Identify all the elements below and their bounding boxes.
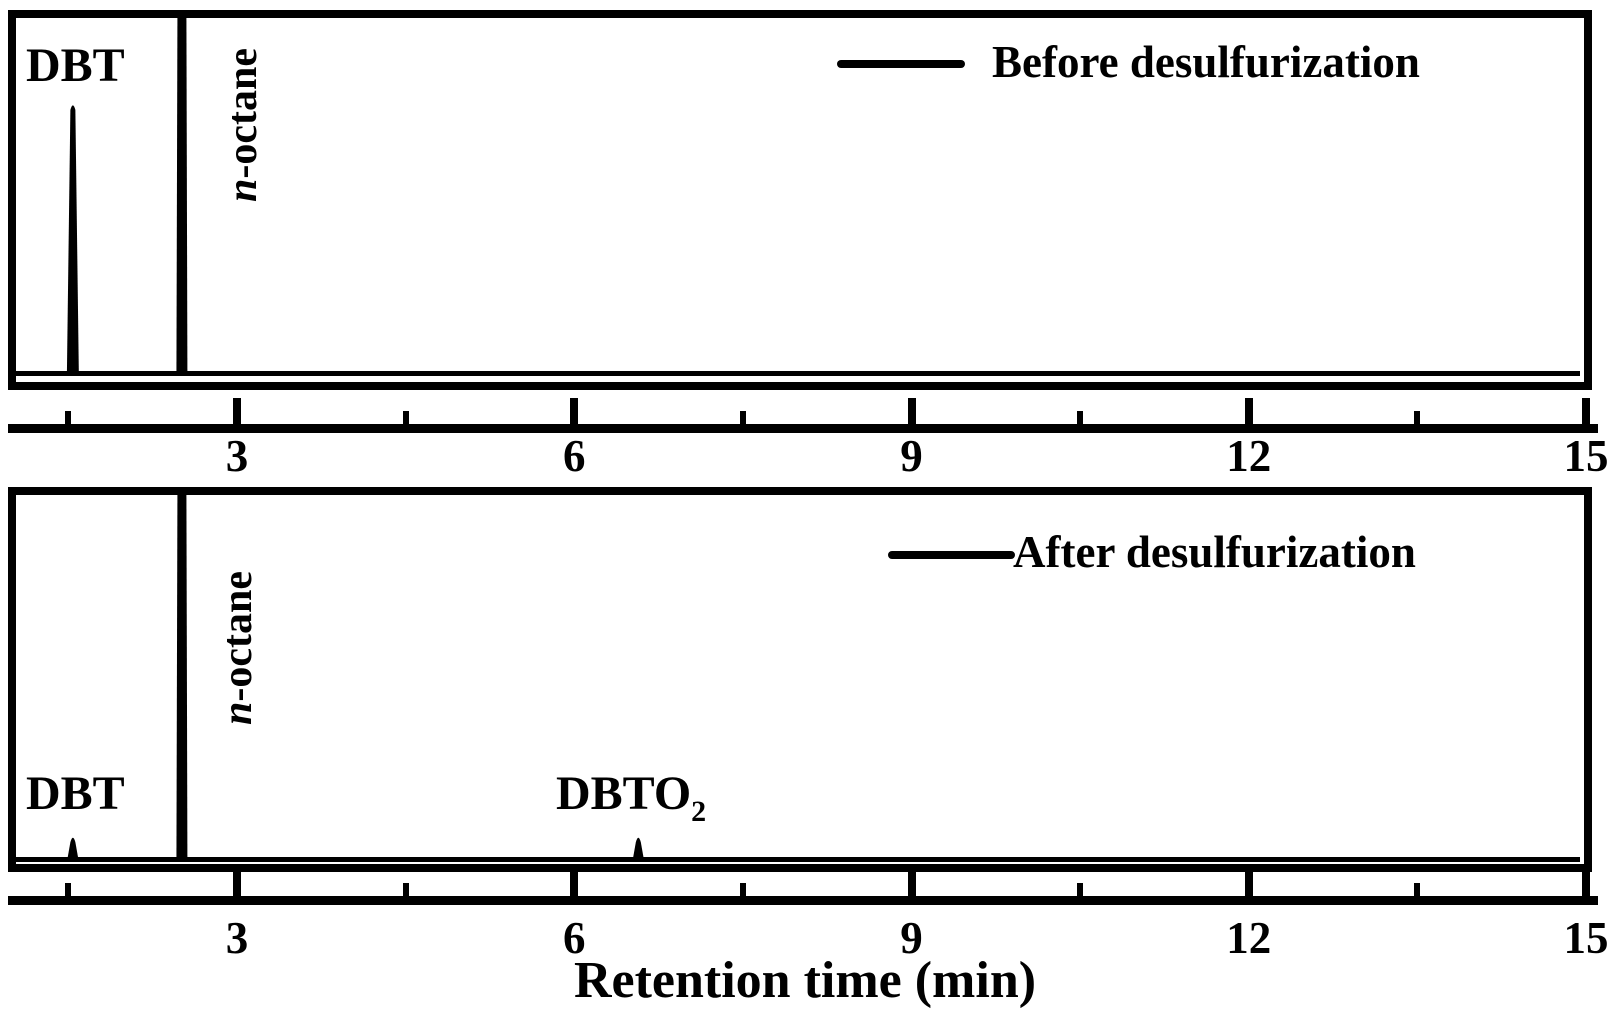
x-tick-label: 15 (1563, 913, 1609, 963)
bottom-panel-plot-area (8, 487, 1592, 872)
x-minor-tick (65, 411, 72, 424)
bottom-legend-label: After desulfurization (1013, 527, 1416, 577)
x-tick-label: 12 (1226, 913, 1272, 963)
x-minor-tick (1077, 411, 1084, 424)
x-axis-title: Retention time (min) (573, 952, 1037, 1009)
x-tick-label: 15 (1563, 431, 1609, 481)
bottom-octane-label-suffix: -octane (215, 571, 261, 702)
top-legend-label: Before desulfurization (992, 37, 1420, 87)
x-tick-label: 12 (1226, 431, 1272, 481)
x-major-tick (570, 398, 579, 424)
x-tick-label: 9 (900, 913, 923, 963)
x-minor-tick (739, 411, 746, 424)
x-minor-tick (402, 411, 409, 424)
bottom-dbto2-label-subscript: 2 (691, 795, 707, 828)
x-major-tick (233, 398, 241, 424)
top-octane-label-italic-n: n (220, 178, 266, 202)
x-minor-tick (1414, 411, 1421, 424)
x-tick-label: 6 (563, 431, 586, 481)
x-major-tick (570, 870, 579, 896)
top-octane-label-suffix: -octane (220, 48, 266, 179)
x-major-tick (233, 870, 241, 896)
x-minor-tick (65, 883, 72, 896)
x-major-tick (1582, 870, 1590, 896)
x-tick-label: 6 (563, 913, 586, 963)
x-major-tick (1244, 870, 1253, 896)
x-major-tick (907, 870, 916, 896)
top-octane-peak-label: n-octane (220, 48, 266, 202)
x-minor-tick (1077, 883, 1084, 896)
x-major-tick (907, 398, 916, 424)
top-panel-plot-area (8, 10, 1592, 390)
top-dbt-peak-label: DBT (26, 39, 125, 92)
x-major-tick (1244, 398, 1253, 424)
bottom-octane-peak-label: n-octane (215, 571, 261, 725)
bottom-dbto2-peak-label: DBTO2 (556, 767, 706, 827)
x-tick-label: 3 (225, 431, 249, 481)
x-major-tick (1582, 398, 1590, 424)
x-tick-label: 9 (900, 431, 923, 481)
bottom-dbt-peak-label: DBT (26, 767, 125, 820)
top-legend-line-swatch (837, 60, 965, 68)
x-tick-label: 3 (225, 913, 249, 963)
bottom-legend-line-swatch (888, 551, 1015, 559)
x-axis-line (8, 896, 1598, 905)
x-minor-tick (402, 883, 409, 896)
bottom-dbto2-label-base: DBTO (556, 767, 692, 820)
bottom-octane-label-italic-n: n (215, 701, 261, 725)
x-minor-tick (1414, 883, 1421, 896)
x-minor-tick (739, 883, 746, 896)
x-axis-line (8, 424, 1598, 433)
